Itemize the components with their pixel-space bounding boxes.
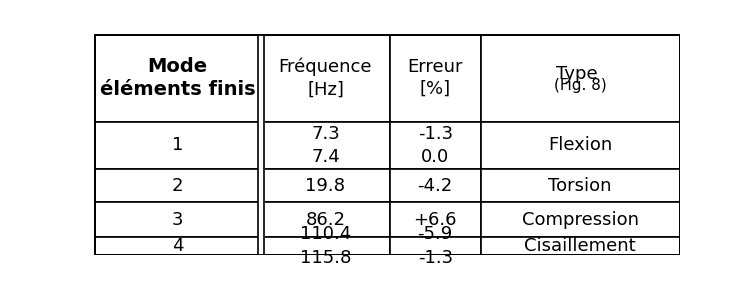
Text: 19.8: 19.8	[306, 177, 346, 195]
Bar	[390, 202, 481, 237]
Text: Torsion: Torsion	[548, 177, 612, 195]
Text: Mode
éléments finis: Mode éléments finis	[100, 57, 256, 99]
Bar	[480, 34, 680, 122]
Text: 86.2: 86.2	[306, 211, 346, 228]
Bar	[94, 202, 261, 237]
Bar	[94, 169, 261, 202]
Text: -5.9
-1.3: -5.9 -1.3	[418, 225, 453, 267]
Bar	[261, 34, 390, 122]
Text: Cisaillement: Cisaillement	[524, 237, 636, 255]
Bar	[94, 34, 261, 122]
Bar	[261, 202, 390, 237]
Bar	[480, 237, 680, 255]
Text: 1: 1	[172, 137, 183, 154]
Text: 110.4
115.8: 110.4 115.8	[300, 225, 351, 267]
Text: 4: 4	[172, 237, 183, 255]
Text: Erreur
[%]: Erreur [%]	[408, 58, 463, 98]
Text: +6.6: +6.6	[414, 211, 457, 228]
Bar	[94, 122, 261, 169]
Text: Fréquence
[Hz]: Fréquence [Hz]	[279, 58, 372, 98]
Bar	[261, 122, 390, 169]
Text: Flexion: Flexion	[548, 137, 612, 154]
Bar	[390, 169, 481, 202]
Text: Compression: Compression	[522, 211, 639, 228]
Bar	[261, 237, 390, 255]
Bar	[261, 169, 390, 202]
Text: 2: 2	[172, 177, 183, 195]
Text: Type: Type	[556, 65, 604, 83]
Bar	[480, 202, 680, 237]
Text: 3: 3	[172, 211, 183, 228]
Text: -4.2: -4.2	[418, 177, 453, 195]
Text: (Fig. 8): (Fig. 8)	[553, 78, 606, 93]
Bar	[390, 34, 481, 122]
Bar	[94, 237, 261, 255]
Bar	[390, 122, 481, 169]
Bar	[480, 169, 680, 202]
Text: 7.3
7.4: 7.3 7.4	[311, 125, 340, 166]
Bar	[480, 122, 680, 169]
Text: -1.3
0.0: -1.3 0.0	[418, 125, 453, 166]
Bar	[390, 237, 481, 255]
